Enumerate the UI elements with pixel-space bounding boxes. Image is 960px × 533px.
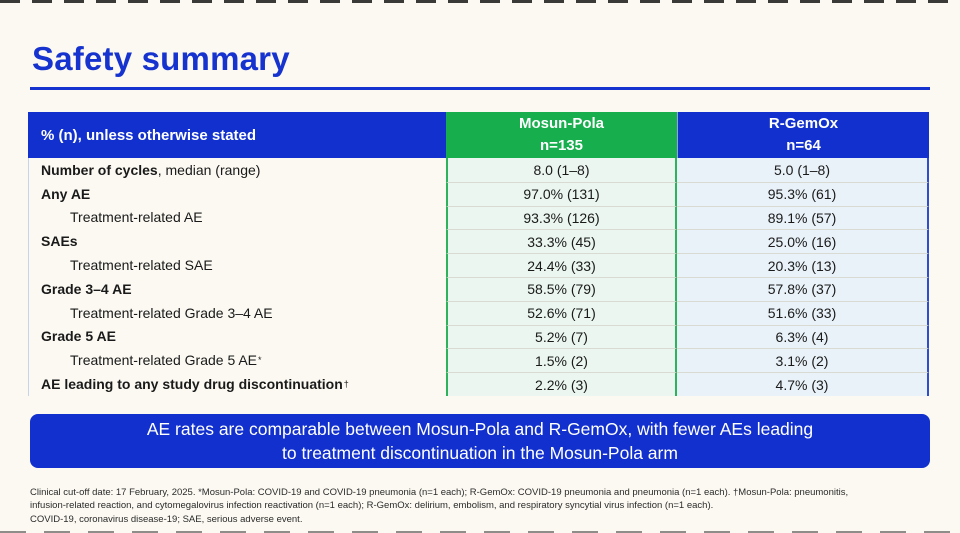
mosun-pola-arm-n: n=135 [540, 137, 583, 154]
mosun-pola-value: 5.2% (7) [446, 324, 677, 349]
row-label-plain: , median (range) [157, 161, 261, 178]
r-gemox-value: 3.1% (2) [677, 348, 929, 373]
table-header-row: % (n), unless otherwise stated Mosun-Pol… [28, 112, 929, 158]
mosun-pola-value: 97.0% (131) [446, 181, 677, 206]
row-label-bold: AE leading to any study drug discontinua… [41, 376, 343, 393]
mosun-pola-value: 24.4% (33) [446, 253, 677, 277]
table-row: Number of cycles, median (range) 8.0 (1–8… [29, 158, 929, 182]
r-gemox-value: 89.1% (57) [677, 205, 929, 230]
row-label: Treatment-related Grade 5 AE * [29, 348, 446, 372]
r-gemox-value: 57.8% (37) [677, 276, 929, 301]
row-label-plain: Treatment-related Grade 5 AE [70, 352, 258, 369]
footnote-line-2: infusion-related reaction, and cytomegal… [30, 500, 714, 512]
footnote-marker: * [258, 354, 262, 365]
conclusion-line-1: AE rates are comparable between Mosun-Po… [146, 419, 814, 439]
footnote-marker: † [343, 378, 349, 389]
r-gemox-value: 5.0 (1–8) [677, 158, 929, 182]
conclusion-banner: AE rates are comparable between Mosun-Po… [30, 414, 930, 468]
header-mosun-pola-column: Mosun-Pola n=135 [446, 112, 677, 158]
row-label: Treatment-related SAE [29, 253, 446, 277]
table-row: Treatment-related AE 93.3% (126) 89.1% (57… [29, 205, 929, 230]
conclusion-line-2: to treatment discontinuation in the Mosu… [282, 443, 678, 463]
r-gemox-value: 51.6% (33) [677, 300, 929, 325]
title-underline [30, 87, 930, 90]
mosun-pola-value: 93.3% (126) [446, 205, 677, 230]
row-label: Treatment-related AE [29, 206, 446, 230]
mosun-pola-value: 8.0 (1–8) [446, 158, 677, 182]
safety-table: % (n), unless otherwise stated Mosun-Pol… [28, 112, 929, 396]
row-label: AE leading to any study drug discontinua… [29, 372, 446, 396]
footnote-line-1: Clinical cut-off date: 17 February, 2025… [30, 487, 849, 498]
mosun-pola-arm-name: Mosun-Pola [519, 115, 604, 133]
row-label-plain: Treatment-related Grade 3–4 AE [70, 304, 273, 321]
table-row: Treatment-related Grade 5 AE * 1.5% (2) 3.1… [29, 348, 929, 373]
table-row: Any AE 97.0% (131) 95.3% (61) [29, 181, 929, 206]
mosun-pola-value: 52.6% (71) [446, 300, 677, 325]
r-gemox-value: 25.0% (16) [677, 229, 929, 254]
header-r-gemox-column: R-GemOx n=64 [677, 112, 929, 158]
mosun-pola-value: 33.3% (45) [446, 229, 677, 254]
row-label-bold: SAEs [41, 233, 78, 250]
row-label-plain: Treatment-related SAE [70, 257, 213, 274]
r-gemox-arm-n: n=64 [786, 137, 821, 154]
header-label-column: % (n), unless otherwise stated [28, 112, 446, 158]
r-gemox-value: 4.7% (3) [677, 372, 929, 396]
row-label: Any AE [29, 182, 446, 206]
row-label: Number of cycles, median (range) [29, 158, 446, 182]
row-label-bold: Number of cycles [41, 161, 158, 178]
table-body: Number of cycles, median (range) 8.0 (1–8… [28, 158, 929, 396]
table-row: Grade 5 AE 5.2% (7) 6.3% (4) [29, 324, 929, 349]
mosun-pola-value: 58.5% (79) [446, 276, 677, 301]
row-label: Treatment-related Grade 3–4 AE [29, 301, 446, 325]
row-label-bold: Grade 3–4 AE [41, 280, 132, 297]
video-edge-top [0, 0, 960, 3]
mosun-pola-value: 1.5% (2) [446, 348, 677, 373]
r-gemox-value: 20.3% (13) [677, 253, 929, 277]
table-row: AE leading to any study drug discontinua… [29, 372, 929, 396]
table-row: SAEs 33.3% (45) 25.0% (16) [29, 229, 929, 254]
mosun-pola-value: 2.2% (3) [446, 372, 677, 396]
row-label-plain: Treatment-related AE [70, 209, 203, 226]
row-label: Grade 3–4 AE [29, 277, 446, 301]
r-gemox-value: 95.3% (61) [677, 181, 929, 206]
table-row: Grade 3–4 AE 58.5% (79) 57.8% (37) [29, 276, 929, 301]
r-gemox-value: 6.3% (4) [677, 324, 929, 349]
video-edge-bottom [0, 531, 960, 533]
footnotes: Clinical cut-off date: 17 February, 2025… [30, 486, 935, 526]
table-row: Treatment-related Grade 3–4 AE 52.6% (71)… [29, 300, 929, 325]
row-label: Grade 5 AE [29, 325, 446, 349]
row-label: SAEs [29, 229, 446, 253]
page-title: Safety summary [32, 40, 290, 77]
table-row: Treatment-related SAE 24.4% (33) 20.3% (13… [29, 253, 929, 277]
row-label-bold: Any AE [41, 185, 91, 202]
r-gemox-arm-name: R-GemOx [768, 115, 839, 133]
footnote-line-3: COVID-19, coronavirus disease-19; SAE, s… [30, 513, 303, 525]
row-label-bold: Grade 5 AE [41, 328, 116, 345]
